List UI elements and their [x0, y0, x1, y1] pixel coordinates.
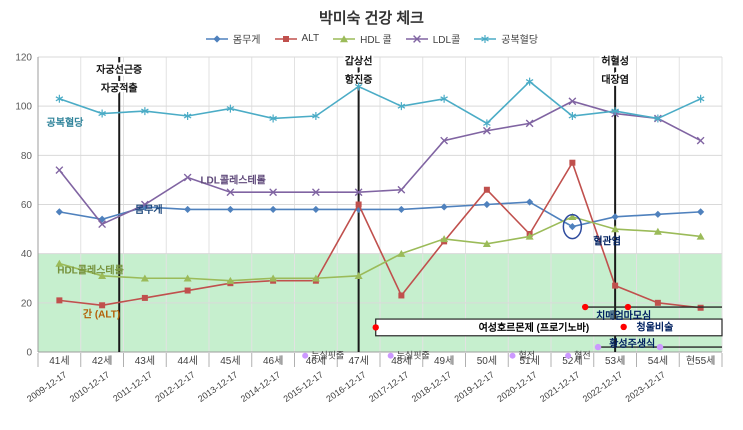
svg-text:49세: 49세	[434, 355, 454, 367]
point-annotation-2: 눈실핏줄	[387, 351, 430, 361]
alt-legend-marker-icon	[274, 35, 297, 42]
svg-text:LDL콜레스테롤: LDL콜레스테롤	[200, 174, 265, 187]
ldl-cholesterol-legend-marker-icon	[405, 34, 428, 43]
svg-text:80: 80	[21, 151, 33, 162]
point-annotation-4: 혈전	[565, 350, 591, 361]
point-annotation-1: 눈실핏줄	[302, 351, 344, 361]
svg-text:60: 60	[21, 200, 33, 211]
svg-text:2019-12-17: 2019-12-17	[453, 369, 496, 404]
svg-text:2016-12-17: 2016-12-17	[324, 369, 367, 404]
svg-text:항진증: 항진증	[345, 73, 373, 86]
legend-item-weight: 몸무게	[205, 31, 261, 46]
svg-text:자궁적출: 자궁적출	[101, 81, 138, 94]
svg-text:2014-12-17: 2014-12-17	[239, 369, 282, 404]
fasting-glucose-legend-marker-icon	[474, 34, 497, 43]
axes	[37, 57, 723, 367]
svg-text:2010-12-17: 2010-12-17	[68, 369, 111, 404]
timeline-annotation-4: 황성주생식	[594, 337, 722, 351]
svg-text:2021-12-17: 2021-12-17	[538, 369, 581, 404]
svg-text:2017-12-17: 2017-12-17	[367, 369, 410, 404]
svg-text:혈관염: 혈관염	[593, 234, 621, 247]
svg-text:120: 120	[15, 53, 32, 64]
svg-text:41세: 41세	[49, 355, 69, 367]
svg-text:공복혈당: 공복혈당	[47, 116, 85, 129]
svg-text:53세: 53세	[605, 355, 625, 367]
svg-text:0: 0	[26, 348, 32, 359]
x-axis-age-labels: 41세 42세 43세 44세 45세 46세 46세 47세 48세 49세 50세 51세 52세 5…	[49, 355, 715, 367]
svg-text:간 (ALT): 간 (ALT)	[83, 308, 120, 321]
svg-text:2015-12-17: 2015-12-17	[282, 369, 325, 404]
svg-text:100: 100	[15, 102, 32, 113]
svg-text:47세: 47세	[348, 355, 368, 367]
timeline-annotation-3: 청울비술	[620, 320, 673, 333]
svg-text:몸무게: 몸무게	[135, 203, 163, 216]
legend-item-ldl-cholesterol: LDL콜	[405, 31, 461, 46]
legend-label: LDL콜	[432, 35, 461, 46]
svg-text:2023-12-17: 2023-12-17	[624, 369, 667, 404]
svg-text:48세: 48세	[391, 355, 411, 367]
svg-text:2018-12-17: 2018-12-17	[410, 369, 453, 404]
svg-text:눈실핏줄: 눈실핏줄	[397, 351, 430, 361]
series-ldl-cholesterol	[55, 97, 705, 229]
series-weight	[55, 198, 705, 231]
svg-text:40: 40	[21, 249, 33, 260]
x-axis-date-labels: 2009-12-17 2010-12-17 2011-12-17 2012-12-17…	[25, 369, 667, 404]
legend-label: 몸무게	[232, 35, 261, 46]
svg-text:허혈성: 허혈성	[601, 54, 629, 67]
svg-text:혈전: 혈전	[519, 350, 536, 361]
legend-label: 공복혈당	[501, 35, 539, 46]
svg-text:42세: 42세	[92, 355, 112, 367]
svg-text:2013-12-17: 2013-12-17	[196, 369, 239, 404]
svg-text:대장염: 대장염	[601, 73, 629, 86]
chart-title: 박미숙 건강 체크	[319, 10, 424, 27]
legend-item-fasting-glucose: 공복혈당	[473, 31, 538, 46]
svg-text:황성주생식: 황성주생식	[609, 337, 655, 350]
svg-text:HDL콜레스테롤: HDL콜레스테롤	[57, 263, 124, 276]
svg-text:치매엄마모심: 치매엄마모심	[596, 309, 651, 322]
weight-legend-marker-icon	[205, 34, 228, 43]
svg-text:자궁선근증: 자궁선근증	[96, 63, 142, 76]
legend-item-alt: ALT	[274, 33, 320, 45]
svg-text:51세: 51세	[519, 355, 539, 367]
y-axis-labels: 0 20 40 60 80 100 120	[15, 53, 32, 359]
gridlines	[38, 56, 723, 352]
svg-text:여성호르몬제 (프로기노바): 여성호르몬제 (프로기노바)	[479, 321, 590, 334]
timeline-annotation-2: 치매엄마모심	[582, 303, 722, 322]
health-line-chart: 0 20 40 60 80 100 120 41세 42세 43세 44세 45세 46세 46세 47세 4…	[15, 52, 723, 404]
timeline-annotation-1: 여성호르몬제 (프로기노바)	[372, 318, 723, 337]
svg-text:2020-12-17: 2020-12-17	[495, 369, 538, 404]
hdl-cholesterol-legend-marker-icon	[333, 34, 356, 42]
svg-text:갑상선: 갑상선	[345, 54, 373, 67]
svg-text:20: 20	[21, 298, 33, 309]
chart-legend: 몸무게 ALT HDL 콜 LDL콜 공복혈당	[0, 31, 743, 46]
legend-item-hdl-cholesterol: HDL 콜	[332, 31, 392, 46]
svg-text:2009-12-17: 2009-12-17	[25, 369, 68, 404]
svg-text:43세: 43세	[135, 355, 155, 367]
svg-text:2012-12-17: 2012-12-17	[153, 369, 196, 404]
svg-text:혈전: 혈전	[574, 350, 591, 361]
legend-label: ALT	[301, 33, 320, 44]
svg-text:54세: 54세	[648, 355, 668, 367]
series-fasting-glucose	[55, 77, 705, 128]
svg-text:현55세: 현55세	[686, 355, 716, 367]
point-annotation-3: 혈전	[509, 350, 536, 361]
svg-text:2022-12-17: 2022-12-17	[581, 369, 624, 404]
circled-point-annotation: 혈관염	[562, 213, 621, 247]
legend-label: HDL 콜	[360, 35, 392, 46]
svg-text:46세: 46세	[263, 355, 283, 367]
svg-text:50세: 50세	[477, 355, 497, 367]
svg-text:44세: 44세	[177, 355, 197, 367]
svg-text:2011-12-17: 2011-12-17	[111, 369, 154, 403]
svg-text:눈실핏줄: 눈실핏줄	[311, 351, 344, 361]
svg-text:45세: 45세	[220, 355, 240, 367]
svg-text:청울비술: 청울비술	[637, 320, 674, 333]
svg-text:46세: 46세	[306, 355, 326, 367]
series-hdl-cholesterol	[55, 212, 705, 284]
